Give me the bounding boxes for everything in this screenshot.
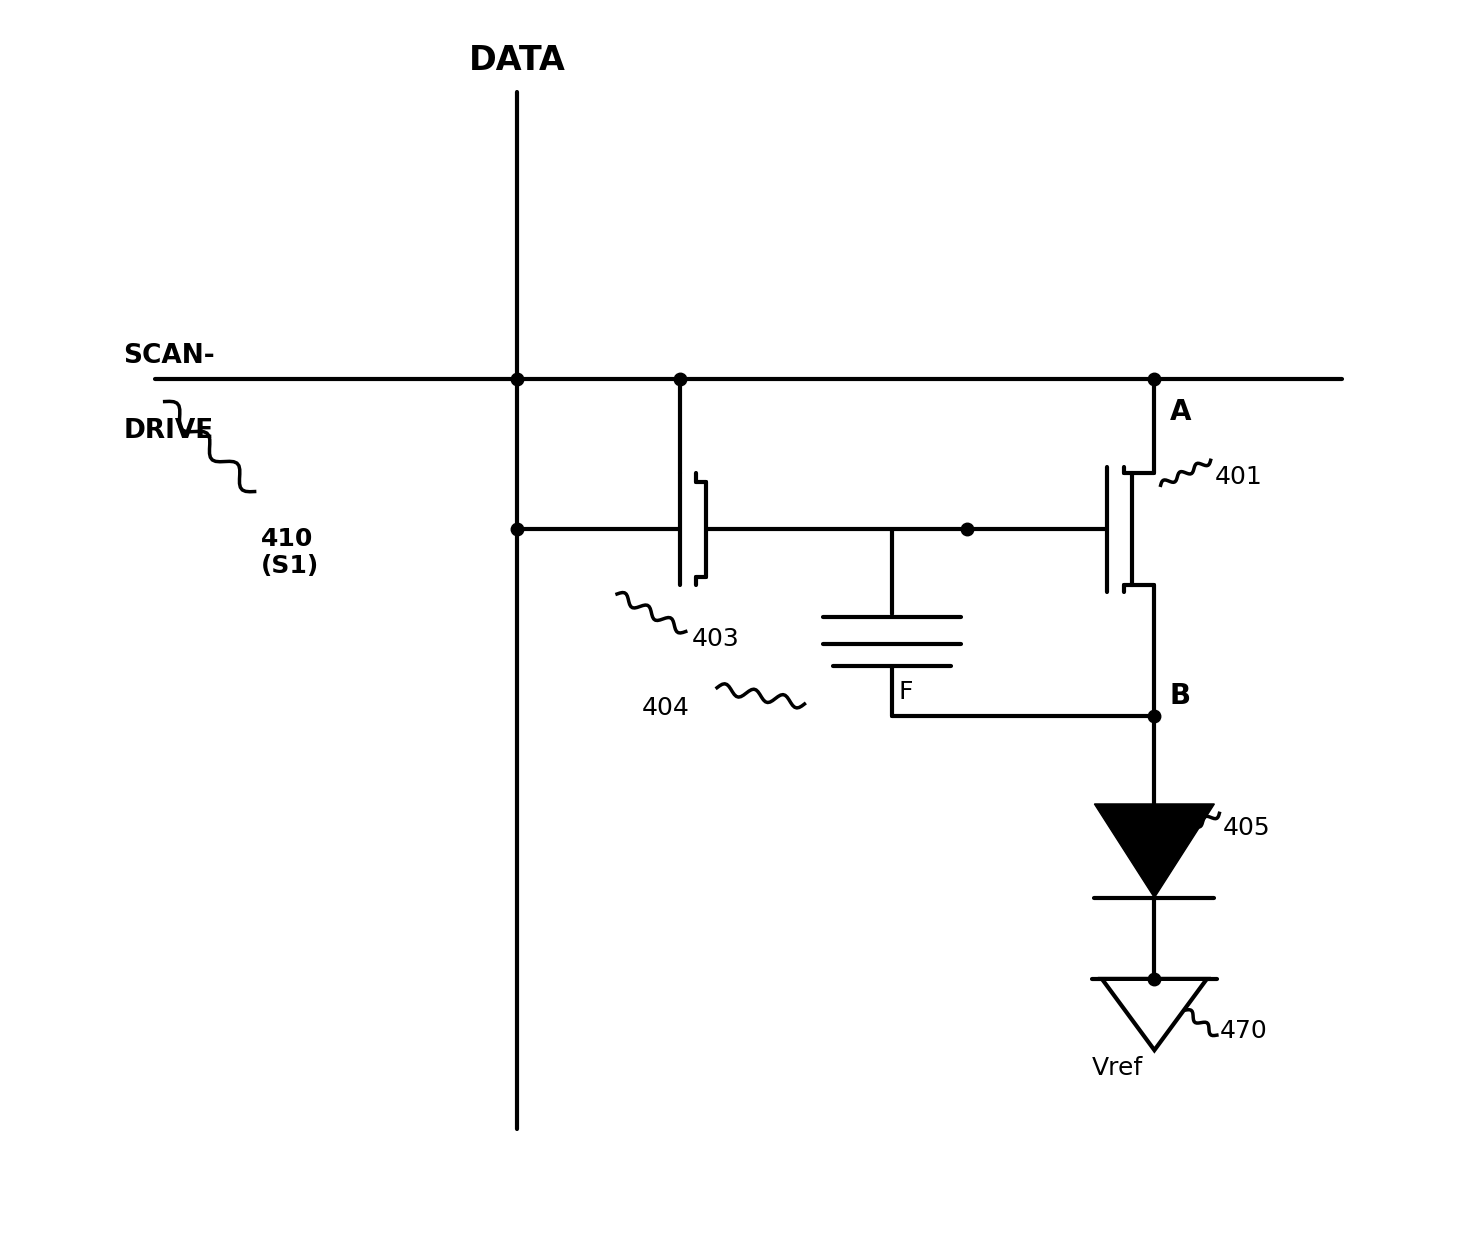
Text: 403: 403 xyxy=(692,626,739,650)
Polygon shape xyxy=(1103,979,1206,1050)
Text: F: F xyxy=(898,681,913,704)
Text: B: B xyxy=(1169,682,1190,711)
Text: DRIVE: DRIVE xyxy=(123,418,214,444)
Text: 405: 405 xyxy=(1223,816,1270,840)
Text: 470: 470 xyxy=(1220,1019,1267,1043)
Text: Vref: Vref xyxy=(1092,1057,1143,1081)
Text: 404: 404 xyxy=(643,697,690,721)
Polygon shape xyxy=(1094,804,1214,898)
Text: DATA: DATA xyxy=(469,44,565,77)
Text: 401: 401 xyxy=(1214,464,1261,488)
Text: A: A xyxy=(1169,398,1190,425)
Text: SCAN-: SCAN- xyxy=(123,343,215,369)
Text: 410
(S1): 410 (S1) xyxy=(261,527,319,579)
